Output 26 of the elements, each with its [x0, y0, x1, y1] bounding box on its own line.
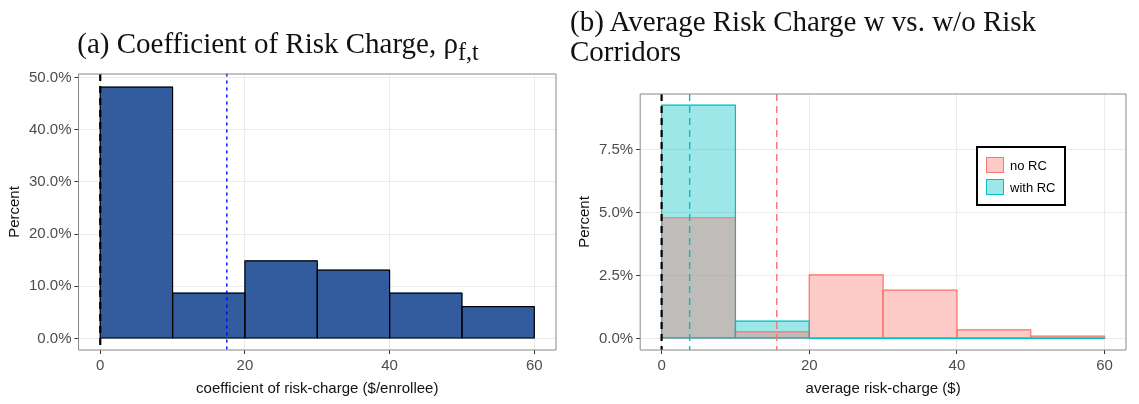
y-tick-label: 7.5% — [598, 139, 634, 157]
x-tick-label: 0 — [96, 356, 105, 374]
x-tick-label: 60 — [1096, 356, 1113, 374]
y-axis-title: Percent — [5, 185, 23, 238]
x-tick-label: 20 — [800, 356, 818, 374]
y-tick-label: 50.0% — [28, 67, 72, 85]
x-axis-title: coefficient of risk-charge ($/enrollee) — [196, 379, 439, 397]
legend-label: no RC — [1010, 157, 1047, 173]
chart-title: (a) Coefficient of Risk Charge, ρ$_{f,t}$ — [76, 27, 480, 67]
y-tick-label: 0.0% — [37, 328, 72, 346]
x-tick-label: 0 — [657, 356, 666, 374]
y-tick-label: 40.0% — [28, 119, 72, 137]
y-tick-label: 10.0% — [28, 276, 72, 294]
chart-title: (b) Average Risk Charge w vs. w/o Risk Corridors — [570, 5, 1038, 67]
y-tick-label: 30.0% — [28, 172, 72, 190]
legend-label: with RC — [1010, 179, 1056, 195]
x-axis-title: average risk-charge ($) — [805, 379, 961, 397]
y-tick-label: 5.0% — [598, 202, 634, 220]
y-tick-label: 0.0% — [598, 328, 634, 346]
y-tick-label: 20.0% — [28, 224, 72, 242]
y-tick-label: 2.5% — [598, 265, 634, 283]
y-axis-title: Percent — [575, 195, 593, 248]
x-tick-label: 20 — [236, 356, 254, 374]
x-tick-label: 60 — [525, 356, 543, 374]
x-tick-label: 40 — [948, 356, 966, 374]
x-tick-label: 40 — [381, 356, 398, 374]
